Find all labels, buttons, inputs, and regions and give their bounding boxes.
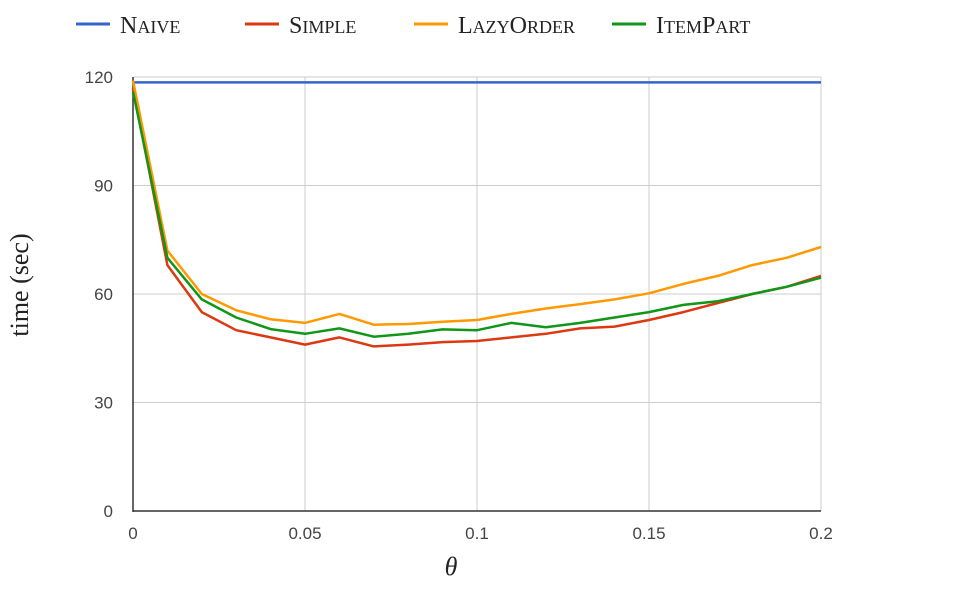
series-line-simple	[131, 87, 822, 348]
axes	[132, 77, 821, 512]
legend: NAIVE SIMPLE LAZYORDER ITEMPART	[76, 13, 750, 39]
gridlines	[133, 76, 822, 511]
y-tick-label: 30	[94, 394, 113, 413]
legend-label-naive: NAIVE	[120, 13, 180, 39]
x-tick-label: 0.15	[632, 524, 665, 543]
legend-label-simple: SIMPLE	[289, 13, 356, 39]
legend-label-lazyorder: LAZYORDER	[458, 13, 575, 39]
x-tick-label: 0.1	[465, 524, 489, 543]
x-tick-label: 0	[128, 524, 137, 543]
legend-label-itempart: ITEMPART	[656, 13, 750, 39]
tick-labels: 0 0.05 0.1 0.15 0.2 0 30 60 90 120	[85, 68, 833, 543]
series-line-lazyorder	[131, 80, 822, 326]
series-lines	[131, 80, 822, 348]
y-tick-label: 120	[85, 68, 113, 87]
x-tick-label: 0.2	[809, 524, 833, 543]
y-tick-label: 90	[94, 177, 113, 196]
y-tick-label: 0	[104, 502, 113, 521]
x-axis-label: θ	[445, 552, 458, 581]
series-line-itempart	[131, 91, 822, 338]
x-tick-label: 0.05	[288, 524, 321, 543]
y-tick-label: 60	[94, 285, 113, 304]
y-axis-label: time (sec)	[5, 233, 34, 336]
